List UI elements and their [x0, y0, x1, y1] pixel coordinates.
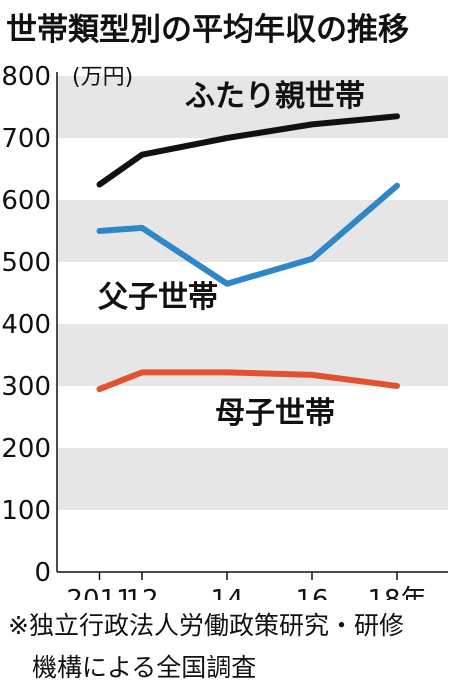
source-note-line-1: ※独立行政法人労働政策研究・研修 [8, 611, 404, 640]
grid-band [57, 76, 448, 138]
x-tick-label: 2011 [66, 585, 132, 600]
y-tick-label: 400 [1, 310, 51, 340]
y-tick-label: 100 [1, 496, 51, 526]
x-tick-label: 14 [210, 585, 243, 600]
y-tick-label: 700 [1, 124, 51, 154]
series-label: ふたり親世帯 [185, 79, 365, 114]
source-note: ※独立行政法人労働政策研究・研修 機構による全国調査 [8, 605, 404, 689]
series-lines [96, 113, 400, 393]
grid-bands [57, 76, 448, 510]
x-tick-label: 18年 [367, 585, 426, 600]
y-tick-label: 300 [1, 372, 51, 402]
grid-band [57, 324, 448, 386]
y-tick-label: 200 [1, 434, 51, 464]
series-line [96, 182, 400, 287]
series-line [96, 369, 400, 393]
y-tick-label: 600 [1, 186, 51, 216]
x-tick-label: 12 [125, 585, 158, 600]
y-tick-label: 500 [1, 248, 51, 278]
y-tick-label: 800 [1, 62, 51, 92]
x-tick-label: 16 [295, 585, 328, 600]
y-axis: 0 100 200 300 400 500 600 700 800 (万円) [1, 62, 133, 588]
source-note-line-2: 機構による全国調査 [32, 653, 257, 682]
y-unit-label: (万円) [72, 65, 133, 90]
grid-band [57, 448, 448, 510]
series-label: 母子世帯 [215, 396, 335, 431]
series-label: 父子世帯 [98, 280, 218, 315]
series-line [96, 113, 400, 188]
y-tick-label: 0 [34, 558, 51, 588]
chart-title: 世帯類型別の平均年収の推移 [6, 12, 409, 48]
